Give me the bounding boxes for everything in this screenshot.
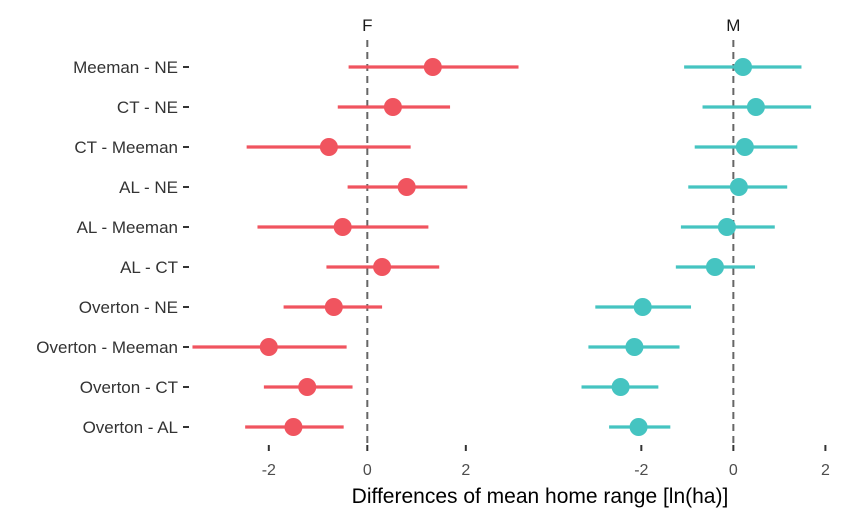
- point-f-overton-al: [284, 418, 303, 436]
- point-m-overton-meeman: [625, 338, 644, 356]
- point-m-al-ne: [729, 178, 748, 196]
- point-m-overton-al: [629, 418, 648, 436]
- panel-m: M -2 0 2: [581, 16, 830, 479]
- category-label-al-ct: AL - CT: [120, 258, 178, 277]
- category-label-meeman-ne: Meeman - NE: [73, 58, 178, 77]
- point-m-ct-ne: [746, 98, 765, 116]
- category-label-overton-ct: Overton - CT: [80, 378, 178, 397]
- point-m-ct-meeman: [735, 138, 754, 156]
- x-axis-title: Differences of mean home range [ln(ha)]: [352, 485, 729, 508]
- point-f-al-ne: [397, 178, 416, 196]
- point-m-overton-ne: [633, 298, 652, 316]
- x-tick-label-f-2: 2: [461, 462, 470, 479]
- point-f-overton-ne: [324, 298, 343, 316]
- panel-f: F -2 0 2: [192, 16, 519, 479]
- category-label-overton-meeman: Overton - Meeman: [36, 338, 178, 357]
- x-tick-label-f-0: 0: [363, 462, 372, 479]
- x-tick-label-m-2: 2: [821, 462, 830, 479]
- category-label-al-ne: AL - NE: [119, 178, 178, 197]
- point-m-al-meeman: [717, 218, 736, 236]
- category-label-ct-meeman: CT - Meeman: [74, 138, 178, 157]
- point-f-ct-meeman: [319, 138, 338, 156]
- point-f-al-meeman: [333, 218, 352, 236]
- category-label-ct-ne: CT - NE: [117, 98, 178, 117]
- point-m-al-ct: [705, 258, 724, 276]
- category-labels: Meeman - NE CT - NE CT - Meeman AL - NE AL -…: [36, 58, 189, 437]
- facet-label-f: F: [362, 16, 372, 35]
- category-label-overton-ne: Overton - NE: [79, 298, 178, 317]
- point-f-overton-ct: [298, 378, 317, 396]
- x-tick-label-m-2: -2: [634, 462, 648, 479]
- point-f-overton-meeman: [259, 338, 278, 356]
- point-f-al-ct: [373, 258, 392, 276]
- category-label-overton-al: Overton - AL: [83, 418, 178, 437]
- x-tick-label-m-0: 0: [729, 462, 738, 479]
- point-f-meeman-ne: [423, 58, 442, 76]
- point-m-overton-ct: [611, 378, 630, 396]
- facet-label-m: M: [726, 16, 740, 35]
- point-m-meeman-ne: [734, 58, 753, 76]
- point-f-ct-ne: [383, 98, 402, 116]
- x-tick-label-f-2: -2: [262, 462, 276, 479]
- category-label-al-meeman: AL - Meeman: [77, 218, 178, 237]
